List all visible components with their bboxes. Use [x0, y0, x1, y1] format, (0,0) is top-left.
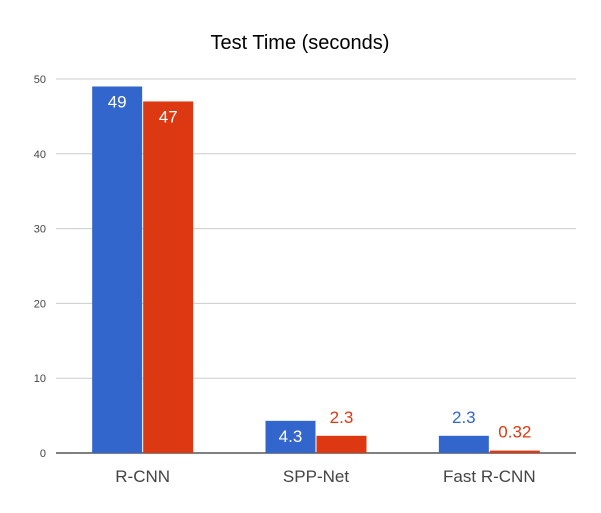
data-label: 47 [159, 107, 178, 126]
data-label: 0.32 [498, 423, 531, 442]
bar [489, 450, 540, 453]
x-tick-label: Fast R-CNN [443, 467, 536, 486]
data-labels: 49 47 4.3 2.3 2.3 0.32 [108, 92, 532, 445]
bar [438, 435, 489, 453]
bar [143, 101, 194, 453]
y-axis-ticks: 0 10 20 30 40 50 [34, 74, 46, 460]
bar [92, 86, 143, 453]
bar [316, 435, 367, 453]
bars [92, 86, 540, 453]
data-label: 2.3 [452, 408, 476, 427]
bar [265, 420, 316, 453]
x-axis-ticks: R-CNN SPP-Net Fast R-CNN [115, 467, 535, 486]
chart-title: Test Time (seconds) [211, 32, 390, 54]
y-tick-label: 30 [34, 224, 46, 236]
y-tick-label: 10 [34, 373, 46, 385]
data-label: 4.3 [279, 427, 303, 446]
x-tick-label: SPP-Net [283, 467, 349, 486]
y-tick-label: 50 [34, 74, 46, 86]
data-label: 2.3 [330, 408, 354, 427]
gridlines [56, 78, 576, 454]
data-label: 49 [108, 92, 127, 111]
y-tick-label: 40 [34, 149, 46, 161]
y-tick-label: 0 [40, 448, 46, 460]
x-tick-label: R-CNN [115, 467, 170, 486]
y-tick-label: 20 [34, 298, 46, 310]
